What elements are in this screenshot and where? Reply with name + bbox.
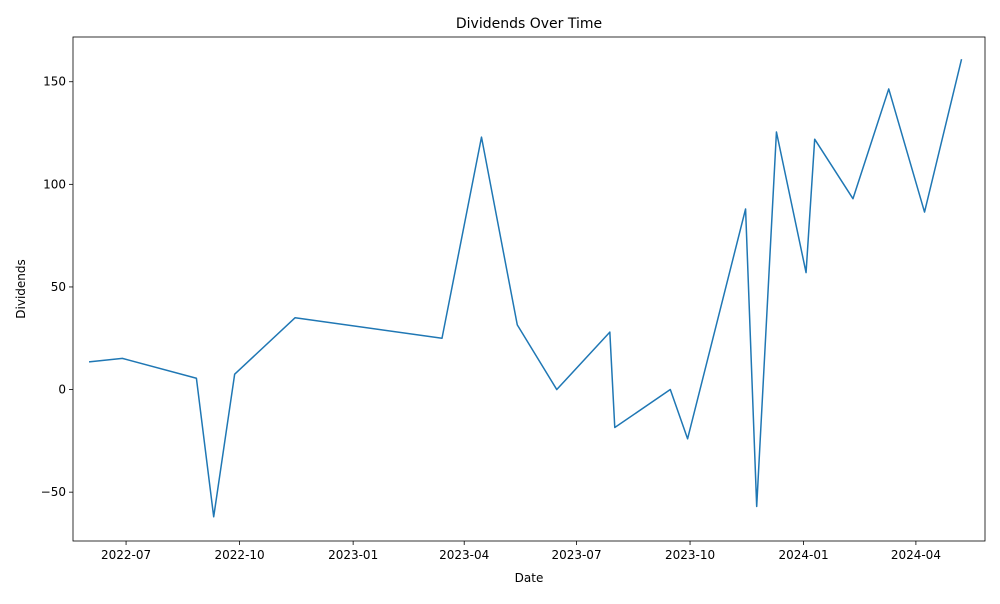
series-line bbox=[88, 58, 963, 518]
y-axis-ticks: −50 0 50 100 150 bbox=[41, 75, 73, 499]
y-tick-label: 50 bbox=[51, 280, 66, 294]
x-tick-label: 2023-01 bbox=[328, 548, 378, 562]
x-tick-label: 2022-10 bbox=[215, 548, 265, 562]
plot-frame bbox=[72, 36, 986, 542]
x-tick-label: 2022-07 bbox=[101, 548, 151, 562]
x-axis-ticks: 2022-07 2022-10 2023-01 2023-04 2023-07 2023-… bbox=[101, 541, 941, 562]
x-tick-label: 2024-04 bbox=[891, 548, 941, 562]
chart-title: Dividends Over Time bbox=[456, 16, 602, 32]
x-tick-label: 2023-04 bbox=[439, 548, 489, 562]
y-tick-label: −50 bbox=[41, 485, 66, 499]
x-axis-label: Date bbox=[515, 571, 544, 585]
x-tick-label: 2023-07 bbox=[551, 548, 601, 562]
y-tick-label: 150 bbox=[43, 75, 66, 89]
y-tick-label: 0 bbox=[58, 383, 66, 397]
y-tick-label: 100 bbox=[43, 177, 66, 191]
x-tick-label: 2024-01 bbox=[779, 548, 829, 562]
plot-area bbox=[72, 36, 986, 542]
x-tick-label: 2023-10 bbox=[665, 548, 715, 562]
y-axis-label: Dividends bbox=[14, 259, 28, 318]
